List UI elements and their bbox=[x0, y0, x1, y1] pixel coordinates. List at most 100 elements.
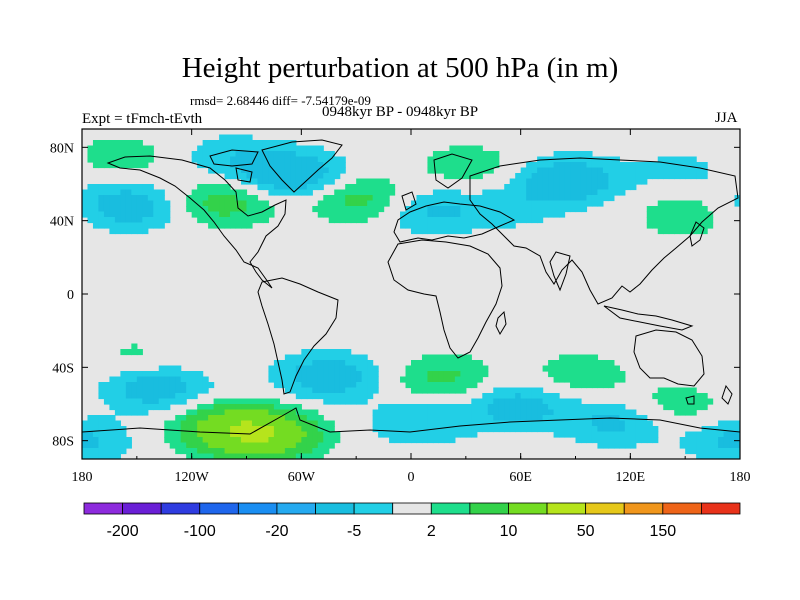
field-cell bbox=[586, 178, 593, 185]
field-cell bbox=[295, 448, 302, 455]
field-cell bbox=[504, 222, 511, 229]
field-cell bbox=[701, 206, 708, 213]
field-cell bbox=[668, 387, 675, 394]
field-cell bbox=[251, 140, 259, 147]
colorbar-swatch bbox=[160, 502, 201, 515]
field-cell bbox=[103, 442, 111, 449]
field-cell bbox=[465, 167, 472, 174]
field-cell bbox=[186, 415, 193, 422]
field-cell bbox=[246, 437, 253, 444]
field-cell bbox=[257, 178, 264, 185]
field-cell bbox=[509, 189, 516, 196]
field-cell bbox=[147, 371, 154, 378]
field-cell bbox=[186, 382, 193, 389]
field-cell bbox=[312, 365, 319, 372]
coast-africa bbox=[387, 239, 503, 359]
field-cell bbox=[460, 195, 467, 202]
field-cell bbox=[411, 360, 418, 367]
field-cell bbox=[262, 398, 270, 405]
field-cell bbox=[350, 189, 357, 196]
field-cell bbox=[613, 376, 620, 383]
field-cell bbox=[356, 371, 363, 378]
field-cell bbox=[465, 217, 472, 224]
field-cell bbox=[482, 217, 489, 224]
field-cell bbox=[230, 140, 237, 147]
field-cell bbox=[301, 156, 308, 163]
field-cell bbox=[537, 173, 544, 180]
field-cell bbox=[613, 173, 620, 180]
field-cell bbox=[235, 437, 242, 444]
field-cell bbox=[306, 167, 313, 174]
field-cell bbox=[580, 184, 588, 191]
field-cell bbox=[608, 409, 615, 416]
field-cell bbox=[723, 453, 730, 459]
field-cell bbox=[125, 211, 132, 218]
field-cell bbox=[301, 365, 308, 372]
field-cell bbox=[284, 448, 291, 455]
coast-japan bbox=[689, 221, 705, 247]
field-cell bbox=[465, 173, 472, 180]
field-cell bbox=[559, 200, 566, 207]
field-cell bbox=[131, 409, 138, 416]
field-cell bbox=[169, 437, 176, 444]
field-cell bbox=[208, 437, 215, 444]
field-cell bbox=[498, 415, 505, 422]
field-cell bbox=[350, 206, 357, 213]
field-cell bbox=[432, 206, 440, 213]
field-cell bbox=[685, 156, 692, 163]
field-cell bbox=[224, 431, 231, 438]
field-cell bbox=[120, 387, 127, 394]
field-cell bbox=[580, 162, 588, 169]
field-cell bbox=[120, 382, 127, 389]
field-cell bbox=[548, 409, 555, 416]
field-cell bbox=[449, 173, 456, 180]
field-cell bbox=[559, 371, 566, 378]
field-cell bbox=[279, 162, 286, 169]
field-cell bbox=[378, 178, 385, 185]
field-cell bbox=[432, 354, 440, 361]
field-cell bbox=[92, 156, 100, 163]
field-cell bbox=[641, 167, 648, 174]
field-cell bbox=[241, 140, 248, 147]
field-cell bbox=[219, 167, 226, 174]
field-cell bbox=[668, 228, 675, 235]
field-cell bbox=[586, 156, 593, 163]
field-cell bbox=[323, 360, 330, 367]
field-cell bbox=[136, 184, 143, 191]
field-cell bbox=[586, 415, 593, 422]
field-cell bbox=[630, 173, 637, 180]
field-cell bbox=[400, 376, 407, 383]
field-cell bbox=[701, 448, 708, 455]
field-cell bbox=[526, 387, 533, 394]
field-cell bbox=[701, 437, 708, 444]
field-cell bbox=[295, 178, 302, 185]
field-cell bbox=[246, 167, 253, 174]
field-cell bbox=[224, 222, 231, 229]
field-cell bbox=[180, 437, 187, 444]
field-cell bbox=[657, 162, 664, 169]
field-cell bbox=[114, 184, 121, 191]
field-cell bbox=[356, 360, 363, 367]
field-cell bbox=[443, 387, 450, 394]
field-cell bbox=[454, 189, 461, 196]
field-cell bbox=[498, 195, 505, 202]
field-cell bbox=[328, 217, 335, 224]
field-cell bbox=[482, 156, 489, 163]
field-cell bbox=[339, 349, 346, 356]
field-cell bbox=[674, 409, 681, 416]
field-cell bbox=[575, 409, 582, 416]
field-cell bbox=[147, 387, 154, 394]
field-cell bbox=[328, 211, 335, 218]
field-cell bbox=[251, 415, 259, 422]
field-cell bbox=[98, 393, 105, 400]
field-cell bbox=[520, 200, 527, 207]
field-cell bbox=[427, 382, 434, 389]
field-cell bbox=[334, 195, 341, 202]
field-cell bbox=[246, 200, 253, 207]
field-cell bbox=[416, 437, 423, 444]
field-cell bbox=[454, 167, 461, 174]
field-cell bbox=[438, 404, 445, 411]
field-cell bbox=[646, 167, 653, 174]
field-cell bbox=[471, 415, 478, 422]
field-cell bbox=[142, 382, 149, 389]
